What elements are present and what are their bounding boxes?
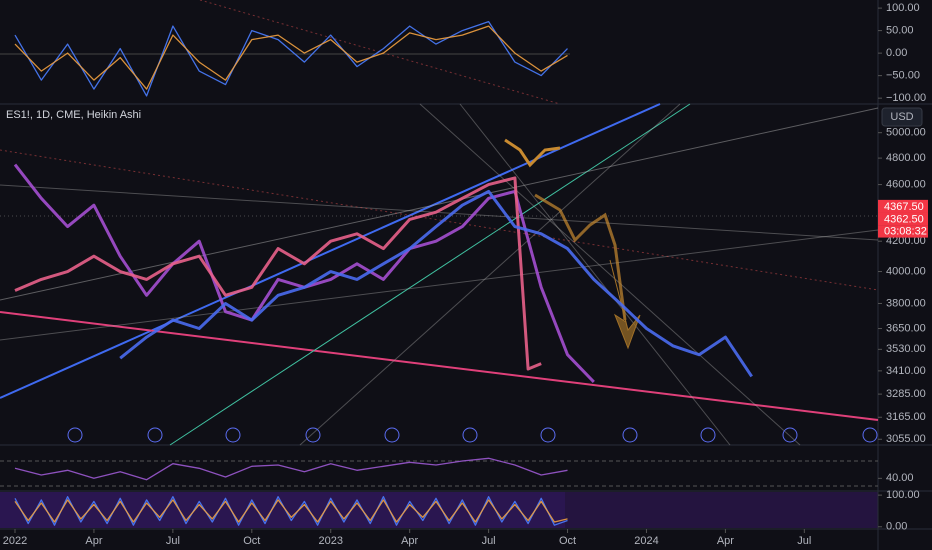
series-line	[119, 189, 753, 378]
currency[interactable]: USD	[890, 111, 913, 123]
x-tick-label: Jul	[797, 535, 811, 547]
series-line	[14, 496, 568, 526]
y-tick-label: 5000.00	[886, 127, 926, 139]
countdown: 03:08:32	[884, 225, 927, 237]
event-icon	[384, 427, 400, 443]
x-tick-label: Oct	[559, 535, 576, 547]
stoch-band-future	[565, 492, 878, 528]
y-tick-label: 3055.00	[886, 433, 926, 445]
y-tick-label: −100.00	[886, 92, 926, 104]
trend-line	[0, 311, 879, 421]
x-tick-label: Jul	[482, 535, 496, 547]
trend-line	[459, 103, 731, 446]
event-icon	[147, 427, 163, 443]
event-icon	[462, 427, 478, 443]
event-icon	[305, 427, 321, 443]
y-tick-label: 3285.00	[886, 388, 926, 400]
x-tick-label: Oct	[243, 535, 260, 547]
symbol-title: ES1!, 1D, CME, Heikin Ashi	[6, 109, 141, 121]
event-icon	[67, 427, 83, 443]
y-tick-label: 4600.00	[886, 178, 926, 190]
series-line	[14, 176, 542, 371]
arrow	[609, 259, 641, 350]
event-icon	[622, 427, 638, 443]
series-line	[14, 457, 568, 481]
x-tick-label: 2023	[318, 535, 342, 547]
series-line	[14, 25, 568, 90]
event-icon	[225, 427, 241, 443]
trend-line	[169, 103, 691, 446]
y-tick-label: 3800.00	[886, 297, 926, 309]
y-tick-label: 100.00	[886, 2, 920, 14]
y-tick-label: 40.00	[886, 472, 914, 484]
x-tick-label: Apr	[401, 535, 418, 547]
x-tick-label: Jul	[166, 535, 180, 547]
x-tick-label: 2024	[634, 535, 658, 547]
y-tick-label: 100.00	[886, 489, 920, 501]
currency-box[interactable]	[881, 107, 923, 127]
price-tag-label: 4367.50	[884, 201, 924, 213]
countdown-tag	[878, 225, 928, 238]
trend-line	[0, 107, 879, 301]
event-icons	[67, 427, 878, 443]
y-tick-label: −50.00	[886, 70, 920, 82]
trend-line	[0, 149, 879, 291]
y-tick-label: 3165.00	[886, 411, 926, 423]
event-icon	[782, 427, 798, 443]
price-tag	[878, 199, 928, 213]
y-tick-label: 4800.00	[886, 152, 926, 164]
y-tick-label: 3650.00	[886, 322, 926, 334]
event-icon	[700, 427, 716, 443]
y-tick-label: 3410.00	[886, 365, 926, 377]
y-tick-label: 3530.00	[886, 343, 926, 355]
y-tick-label: 0.00	[886, 521, 907, 533]
x-tick-label: 2022	[3, 535, 27, 547]
projection	[504, 138, 561, 168]
projection	[534, 193, 627, 321]
trend-line	[0, 184, 879, 241]
event-icon	[540, 427, 556, 443]
y-tick-label: 4200.00	[886, 235, 926, 247]
y-tick-label: 4000.00	[886, 265, 926, 277]
price-tag	[878, 212, 928, 226]
x-tick-label: Apr	[85, 535, 102, 547]
trend-line	[0, 229, 879, 341]
stoch-band	[0, 492, 565, 528]
y-tick-label: 0.00	[886, 47, 907, 59]
drawings	[0, 0, 879, 446]
y-tick-label: 50.00	[886, 25, 914, 37]
trend-line	[299, 103, 681, 446]
trend-line	[0, 103, 661, 399]
event-icon	[862, 427, 878, 443]
trend-line	[419, 103, 801, 446]
series-line	[14, 499, 568, 523]
x-tick-label: Apr	[717, 535, 734, 547]
price-tag-label: 4362.50	[884, 213, 924, 225]
